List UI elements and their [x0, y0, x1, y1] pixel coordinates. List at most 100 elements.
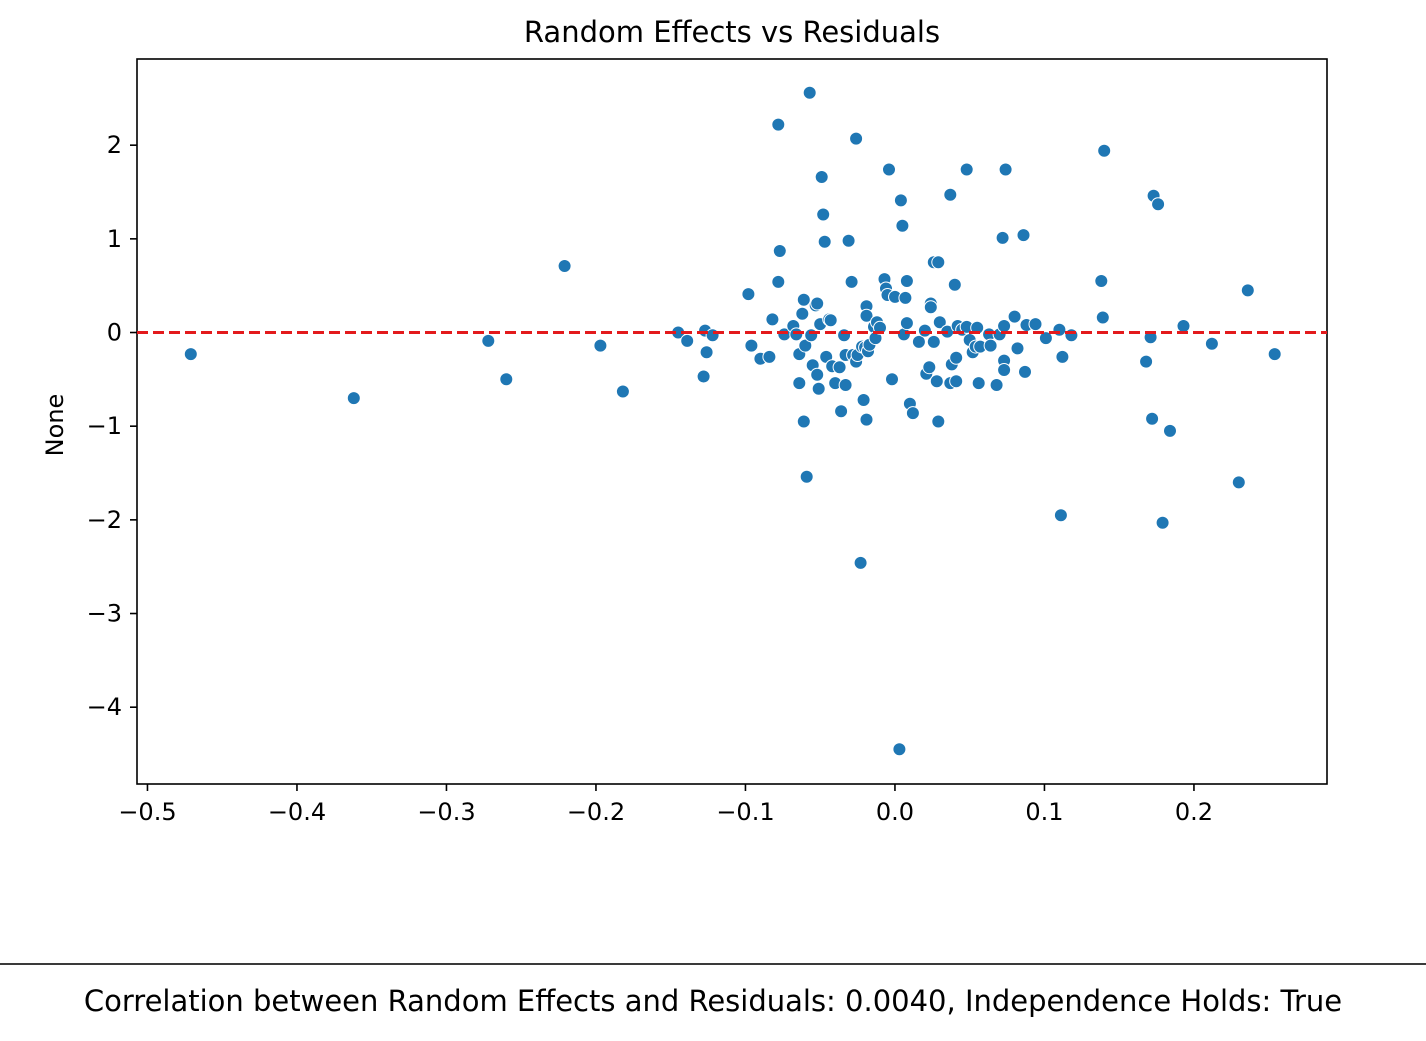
scatter-point: [771, 117, 786, 132]
scatter-point: [923, 300, 938, 315]
scatter-point: [929, 374, 944, 389]
scatter-point: [1139, 354, 1154, 369]
scatter-point: [834, 404, 849, 419]
scatter-point: [1038, 331, 1053, 346]
scatter-point: [183, 347, 198, 362]
scatter-point: [789, 327, 804, 342]
scatter-point: [799, 469, 814, 484]
scatter-point: [899, 316, 914, 331]
x-tick-label: −0.3: [417, 798, 475, 826]
scatter-point: [1010, 341, 1025, 356]
scatter-point: [1176, 319, 1191, 333]
scatter-point: [995, 230, 1010, 245]
scatter-point: [802, 85, 817, 100]
scatter-point: [699, 345, 714, 360]
scatter-point: [798, 338, 813, 353]
scatter-point: [1097, 143, 1112, 158]
scatter-point: [931, 255, 946, 270]
x-tick-label: −0.4: [268, 798, 326, 826]
scatter-point: [1052, 322, 1067, 337]
scatter-point: [926, 334, 941, 349]
scatter-point: [1018, 364, 1032, 379]
scatter-point: [762, 349, 777, 364]
scatter-point: [849, 131, 864, 146]
scatter-point: [905, 406, 920, 421]
x-tick-label: −0.1: [716, 798, 774, 826]
scatter-point: [1055, 349, 1070, 364]
scatter-point: [772, 244, 787, 258]
scatter-point: [615, 384, 630, 399]
scatter-point: [346, 391, 361, 406]
scatter-point: [481, 333, 496, 348]
y-axis-label: None: [41, 394, 69, 457]
scatter-point: [943, 187, 958, 202]
scatter-point: [1028, 317, 1043, 332]
scatter-point: [1007, 309, 1022, 324]
scatter-point: [557, 259, 572, 273]
y-tick-label: 0: [107, 319, 122, 347]
scatter-point: [810, 296, 825, 311]
scatter-point: [1145, 411, 1160, 426]
scatter-point: [898, 290, 913, 305]
scatter-point: [499, 372, 514, 387]
scatter-point: [1064, 328, 1079, 343]
scatter-point: [899, 274, 914, 288]
scatter-point: [853, 555, 868, 570]
scatter-point: [911, 334, 926, 349]
y-axis-ticks: 2 1 0 −1 −2 −3 −4: [87, 131, 137, 721]
scatter-point: [1095, 310, 1110, 325]
scatter-point: [895, 218, 910, 233]
scatter-point: [983, 338, 998, 353]
scatter-point: [856, 393, 871, 407]
scatter-point: [841, 233, 856, 248]
scatter-point: [832, 360, 847, 375]
scatter-point: [1267, 347, 1282, 362]
scatter-point: [795, 306, 810, 321]
scatter-point: [998, 162, 1013, 177]
plot-area-frame: [136, 58, 1328, 785]
scatter-point: [1151, 197, 1166, 212]
scatter-point: [997, 363, 1012, 377]
scatter-point: [1240, 283, 1255, 298]
scatter-point: [882, 162, 896, 177]
scatter-point: [922, 360, 937, 375]
scatter-point: [917, 323, 932, 338]
scatter-point: [810, 367, 825, 382]
scatter-point: [796, 292, 811, 307]
scatter-point: [949, 374, 964, 389]
scatter-point: [1231, 475, 1246, 490]
x-tick-label: 0.1: [1025, 798, 1063, 826]
scatter-point: [705, 328, 720, 343]
scatter-point: [744, 338, 759, 353]
scatter-point: [844, 274, 859, 289]
scatter-point: [811, 381, 826, 396]
scatter-point: [1155, 515, 1170, 530]
y-tick-label: −3: [87, 600, 122, 628]
y-tick-label: −2: [87, 506, 122, 534]
scatter-point: [1094, 274, 1109, 288]
scatter-point: [859, 412, 874, 427]
scatter-point: [1016, 228, 1031, 243]
x-axis-ticks: −0.5 −0.4 −0.3 −0.2 −0.1 0.0 0.1 0.2: [118, 784, 1213, 826]
scatter-point: [971, 376, 986, 391]
y-tick-label: 1: [107, 225, 122, 253]
scatter-point: [949, 350, 964, 365]
correlation-caption: Correlation between Random Effects and R…: [83, 984, 1343, 1018]
scatter-point: [696, 369, 711, 384]
scatter-point: [817, 234, 832, 249]
scatter-point: [765, 312, 780, 327]
scatter-point: [680, 333, 695, 348]
scatter-point: [947, 277, 962, 292]
scatter-point: [838, 378, 853, 392]
scatter-point: [816, 207, 831, 222]
x-tick-label: 0.0: [876, 798, 914, 826]
x-tick-label: −0.5: [118, 798, 176, 826]
scatter-point: [932, 315, 947, 330]
scatter-point: [804, 328, 819, 343]
scatter-point: [893, 193, 908, 208]
scatter-point: [931, 414, 946, 429]
scatter-point: [859, 308, 874, 323]
scatter-point: [792, 376, 807, 391]
scatter-point: [823, 313, 838, 328]
